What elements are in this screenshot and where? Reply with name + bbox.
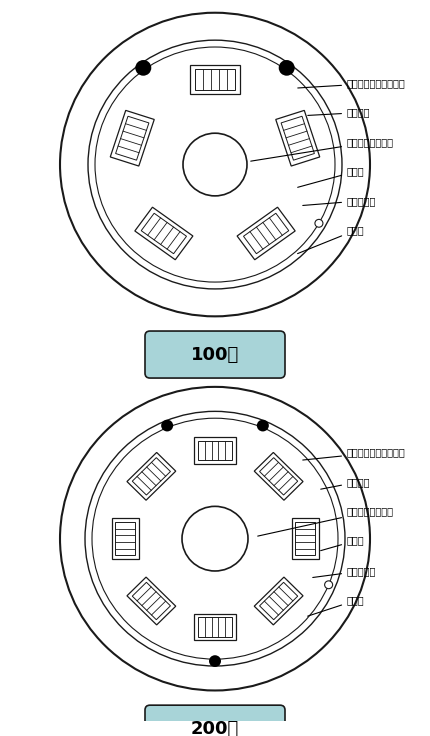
- Polygon shape: [260, 582, 298, 620]
- Circle shape: [161, 420, 173, 431]
- Polygon shape: [276, 110, 320, 166]
- Text: 200心: 200心: [191, 720, 239, 736]
- Polygon shape: [195, 68, 235, 90]
- Polygon shape: [116, 116, 149, 160]
- Polygon shape: [281, 116, 314, 160]
- Polygon shape: [135, 208, 193, 260]
- Text: 切り裂き紐: 切り裂き紐: [303, 196, 376, 206]
- Text: シース: シース: [307, 595, 365, 616]
- Polygon shape: [127, 577, 176, 625]
- Circle shape: [325, 581, 333, 589]
- Polygon shape: [254, 577, 303, 625]
- Circle shape: [279, 60, 295, 76]
- Polygon shape: [254, 453, 303, 500]
- Text: スロット: スロット: [321, 477, 371, 489]
- Polygon shape: [115, 522, 135, 556]
- Polygon shape: [190, 65, 240, 94]
- Text: テンションメンバ: テンションメンバ: [258, 506, 394, 536]
- Text: スロット: スロット: [308, 107, 371, 118]
- Polygon shape: [141, 213, 187, 254]
- FancyBboxPatch shape: [145, 331, 285, 378]
- Text: 押え巻: 押え巻: [321, 536, 365, 551]
- Polygon shape: [127, 453, 176, 500]
- Polygon shape: [132, 458, 170, 495]
- Text: 100心: 100心: [191, 345, 239, 364]
- Polygon shape: [132, 582, 170, 620]
- Text: 光ファイバテープ心線: 光ファイバテープ心線: [298, 78, 406, 88]
- Polygon shape: [194, 614, 236, 640]
- Polygon shape: [110, 110, 154, 166]
- Polygon shape: [194, 437, 236, 464]
- Circle shape: [135, 60, 151, 76]
- Text: テンションメンバ: テンションメンバ: [251, 137, 394, 161]
- Polygon shape: [198, 617, 232, 637]
- Text: 光ファイバテープ心線: 光ファイバテープ心線: [303, 447, 406, 460]
- Polygon shape: [198, 441, 232, 460]
- FancyBboxPatch shape: [145, 705, 285, 736]
- Circle shape: [315, 219, 323, 227]
- Polygon shape: [295, 522, 315, 556]
- Polygon shape: [237, 208, 295, 260]
- Circle shape: [257, 420, 269, 431]
- Text: シース: シース: [298, 225, 365, 254]
- Circle shape: [209, 655, 221, 667]
- Text: 押え巻: 押え巻: [298, 166, 365, 187]
- Polygon shape: [260, 458, 298, 495]
- Polygon shape: [292, 518, 319, 559]
- Polygon shape: [111, 518, 138, 559]
- Text: 切り裂き紐: 切り裂き紐: [313, 566, 376, 578]
- Polygon shape: [243, 213, 289, 254]
